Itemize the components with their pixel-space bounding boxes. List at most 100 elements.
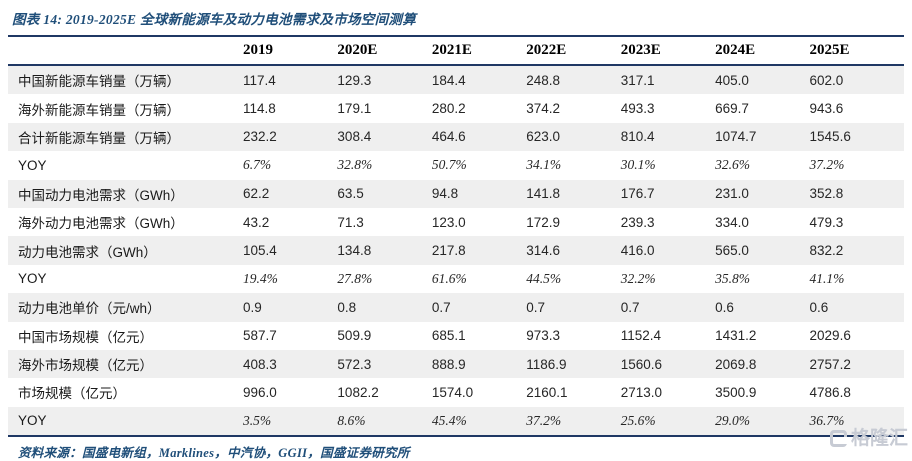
col-header-2020E: 2020E — [337, 36, 432, 66]
cell-value: 19.4% — [243, 270, 278, 286]
col-header-empty — [8, 36, 243, 66]
row-label: YOY — [8, 406, 243, 438]
cell-value: 179.1 — [337, 101, 372, 117]
cell-value: 2069.8 — [715, 356, 757, 372]
data-table: 2019 2020E 2021E 2022E 2023E 2024E 2025E 中国新能源… — [8, 35, 904, 438]
cell-value: 32.6% — [715, 157, 750, 173]
cell-value: 832.2 — [809, 243, 844, 259]
cell-value: 334.0 — [715, 214, 749, 230]
cell-value: 0.7 — [431, 299, 451, 315]
table-row: 动力电池需求（GWh） 105.4 134.8 217.8 314.6 416.0 565.… — [8, 236, 904, 265]
cell-value: 44.5% — [526, 270, 562, 286]
cell-value: 408.3 — [243, 356, 277, 372]
cell-value: 565.0 — [715, 243, 749, 259]
cell-value: 1545.6 — [809, 129, 851, 145]
cell-value: 63.5 — [337, 186, 364, 202]
cell-value: 71.3 — [337, 214, 364, 230]
cell-value: 25.6% — [620, 406, 716, 438]
cell-value: 1560.6 — [620, 356, 662, 372]
cell-value: 123.0 — [431, 214, 466, 230]
col-header-2021E: 2021E — [431, 36, 527, 66]
table-row: YOY 6.7% 32.8% 50.7% 34.1% 30.1% 32.6% 37.2% — [8, 151, 904, 179]
cell-value: 36.7% — [809, 406, 904, 438]
table-row: 海外市场规模（亿元） 408.3 572.3 888.9 1186.9 1560.6 206… — [8, 349, 904, 379]
cell-value: 973.3 — [526, 328, 561, 344]
cell-value: 2160.1 — [526, 384, 568, 400]
table-row: 中国动力电池需求（GWh） 62.2 63.5 94.8 141.8 176.7 231.0… — [8, 179, 904, 208]
cell-value: 27.8% — [337, 270, 373, 286]
exhibit-title: 图表 14: 2019-2025E 全球新能源车及动力电池需求及市场空间测算 — [12, 12, 417, 27]
row-label: 中国新能源车销量（万辆） — [18, 74, 180, 90]
row-label: 市场规模（亿元） — [18, 386, 126, 402]
cell-value: 280.2 — [431, 101, 466, 117]
cell-value: 176.7 — [620, 186, 655, 202]
cell-value: 1082.2 — [337, 384, 379, 400]
cell-value: 37.2% — [526, 406, 621, 438]
cell-value: 30.1% — [620, 157, 656, 173]
cell-value: 134.8 — [337, 243, 372, 259]
cell-value: 45.4% — [431, 406, 527, 438]
table-row: YOY 3.5% 8.6% 45.4% 37.2% 25.6% 29.0% 36.7% — [8, 406, 904, 438]
cell-value: 623.0 — [526, 129, 561, 145]
cell-value: 509.9 — [337, 328, 372, 344]
table-body: 中国新能源车销量（万辆） 117.4 129.3 184.4 248.8 317.1 405… — [8, 65, 904, 438]
cell-value: 34.1% — [526, 157, 562, 173]
cell-value: 416.0 — [620, 243, 655, 259]
cell-value: 317.1 — [620, 72, 655, 88]
row-label: 动力电池需求（GWh） — [18, 244, 157, 260]
cell-value: 141.8 — [526, 186, 561, 202]
cell-value: 479.3 — [809, 214, 844, 230]
cell-value: 0.6 — [715, 299, 734, 315]
cell-value: 1074.7 — [715, 129, 757, 145]
cell-value: 1152.4 — [620, 328, 661, 344]
row-label: 海外动力电池需求（GWh） — [18, 216, 184, 232]
cell-value: 6.7% — [243, 157, 272, 173]
cell-value: 29.0% — [715, 406, 810, 438]
cell-value: 572.3 — [337, 356, 372, 372]
cell-value: 308.4 — [337, 129, 372, 145]
row-label: 中国市场规模（亿元） — [18, 329, 153, 345]
table-row: 海外新能源车销量（万辆） 114.8 179.1 280.2 374.2 493.3 669… — [8, 94, 904, 122]
cell-value: 2029.6 — [809, 328, 851, 344]
row-label: YOY — [18, 157, 47, 173]
cell-value: 2757.2 — [809, 356, 851, 372]
cell-value: 4786.8 — [809, 384, 851, 400]
cell-value: 996.0 — [243, 384, 277, 400]
cell-value: 493.3 — [620, 101, 655, 117]
cell-value: 0.7 — [620, 299, 640, 315]
cell-value: 1431.2 — [715, 328, 757, 344]
cell-value: 61.6% — [431, 270, 467, 286]
cell-value: 602.0 — [809, 72, 844, 88]
row-label: YOY — [18, 271, 47, 287]
row-label: 动力电池单价（元/wh） — [18, 301, 161, 317]
cell-value: 352.8 — [809, 186, 844, 202]
cell-value: 0.9 — [243, 299, 262, 315]
table-row: YOY 19.4% 27.8% 61.6% 44.5% 32.2% 35.8% 41.1% — [8, 265, 904, 293]
table-row: 中国市场规模（亿元） 587.7 509.9 685.1 973.3 1152.4 1431… — [8, 322, 904, 350]
cell-value: 464.6 — [431, 129, 466, 145]
row-label: 海外市场规模（亿元） — [18, 358, 153, 374]
cell-value: 32.8% — [337, 157, 373, 173]
cell-value: 248.8 — [526, 72, 561, 88]
cell-value: 94.8 — [431, 186, 459, 202]
cell-value: 41.1% — [809, 270, 845, 286]
table-row: 动力电池单价（元/wh） 0.9 0.8 0.7 0.7 0.7 0.6 0.6 — [8, 293, 904, 322]
report-exhibit: 图表 14: 2019-2025E 全球新能源车及动力电池需求及市场空间测算 2… — [8, 12, 908, 460]
cell-value: 669.7 — [715, 101, 749, 117]
watermark-text: 格隆汇 — [850, 428, 908, 449]
watermark: 格隆汇 — [829, 428, 908, 449]
col-header-2024E: 2024E — [715, 36, 810, 66]
col-header-2023E: 2023E — [620, 36, 716, 66]
cell-value: 810.4 — [620, 129, 655, 145]
cell-value: 587.7 — [243, 328, 277, 344]
cell-value: 114.8 — [243, 101, 276, 117]
gelonghui-logo-icon — [829, 430, 847, 447]
header-row: 2019 2020E 2021E 2022E 2023E 2024E 2025E — [8, 36, 904, 66]
col-header-2019: 2019 — [243, 36, 338, 66]
row-label: 海外新能源车销量（万辆） — [18, 102, 180, 118]
table-row: 海外动力电池需求（GWh） 43.2 71.3 123.0 172.9 239.3 334.… — [8, 208, 904, 236]
cell-value: 3.5% — [243, 406, 338, 438]
cell-value: 888.9 — [431, 356, 466, 372]
cell-value: 405.0 — [715, 72, 749, 88]
col-header-2022E: 2022E — [526, 36, 621, 66]
